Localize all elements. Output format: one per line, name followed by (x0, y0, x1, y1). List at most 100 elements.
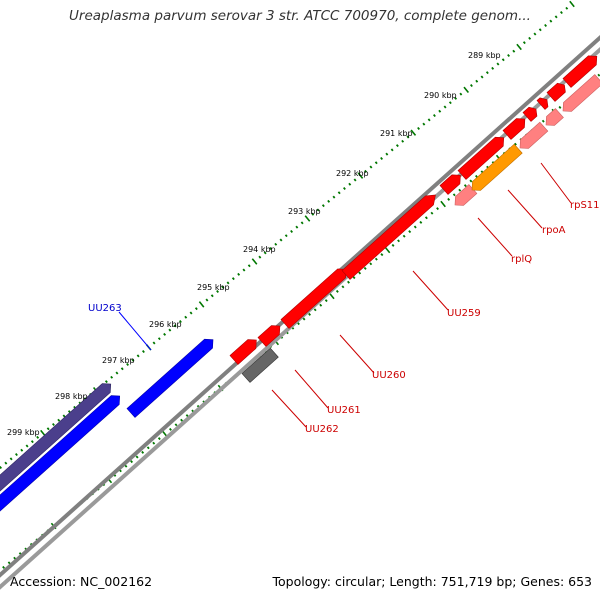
minor-tick (417, 126, 421, 130)
minor-tick (443, 105, 447, 109)
gene-block-fwd-f[interactable] (546, 81, 568, 102)
minor-tick (533, 32, 537, 36)
minor-tick (157, 337, 161, 341)
tick-label: 292 kbp (336, 169, 369, 178)
major-tick (463, 86, 470, 94)
minor-tick (374, 257, 378, 261)
minor-tick (347, 280, 350, 284)
gene-label-rplQ[interactable]: rplQ (511, 254, 532, 265)
minor-tick (341, 285, 345, 289)
minor-tick (597, 73, 600, 77)
minor-tick (4, 461, 8, 465)
minor-tick (374, 161, 378, 165)
minor-tick (358, 271, 362, 275)
minor-tick (135, 455, 139, 459)
gene-label-UU260[interactable]: UU260 (372, 370, 406, 381)
minor-tick (343, 187, 346, 190)
minor-tick (364, 169, 368, 173)
gene-label-UU263[interactable]: UU263 (88, 303, 122, 314)
major-tick (357, 172, 364, 179)
gene-label-UU259[interactable]: UU259 (447, 308, 481, 319)
gene-block-blue-long[interactable] (0, 392, 124, 517)
gene-block-UU261[interactable] (229, 336, 260, 365)
tick-label: 299 kbp (7, 428, 40, 437)
gene-block-rpoA[interactable] (468, 143, 523, 194)
minor-tick (512, 49, 516, 53)
minor-tick (427, 118, 431, 122)
minor-tick (319, 303, 323, 307)
gene-block-fwd-b[interactable] (457, 133, 508, 180)
gene-block-UU259[interactable] (341, 191, 439, 280)
gene-block-rev-f[interactable] (559, 74, 600, 116)
leader-UU262 (271, 389, 307, 428)
gene-label-UU262[interactable]: UU262 (305, 424, 339, 435)
minor-tick (447, 197, 451, 201)
minor-tick (391, 243, 395, 247)
minor-tick (380, 253, 384, 257)
minor-tick (397, 239, 400, 243)
minor-tick (522, 41, 526, 45)
gene-block-fwd-a[interactable] (439, 171, 464, 195)
gene-block-fwd-d[interactable] (522, 105, 540, 122)
tick-label: 296 kbp (149, 320, 182, 329)
major-tick (304, 215, 311, 222)
gene-block-fwd-g[interactable] (562, 52, 600, 88)
minor-tick (258, 255, 262, 259)
minor-tick (485, 71, 489, 75)
gene-block-UU262[interactable] (241, 347, 279, 383)
minor-tick (311, 212, 315, 216)
minor-tick (152, 341, 156, 345)
gene-label-rpS11[interactable]: rpS11 (570, 200, 600, 211)
minor-tick (385, 152, 389, 156)
minor-tick (302, 317, 306, 321)
minor-tick (0, 465, 3, 469)
gene-block-rpS11[interactable] (516, 121, 549, 152)
gene-block-fwd-c[interactable] (502, 115, 529, 140)
major-tick (251, 258, 258, 265)
minor-tick (458, 188, 462, 192)
minor-tick (321, 204, 325, 208)
gene-block-rplQ[interactable] (451, 184, 478, 210)
gene-block-fwd-e[interactable] (536, 95, 551, 110)
minor-tick (174, 423, 178, 427)
leader-UU259 (412, 270, 449, 311)
minor-tick (352, 276, 356, 280)
gene-label-rpoA[interactable]: rpoA (542, 225, 566, 236)
minor-tick (173, 324, 177, 328)
minor-tick (110, 375, 114, 379)
gene-block-UU260[interactable] (280, 265, 350, 329)
minor-tick (9, 457, 13, 461)
minor-tick (541, 119, 545, 123)
major-tick (569, 0, 575, 8)
minor-tick (194, 307, 198, 311)
minor-tick (2, 565, 5, 569)
minor-tick (52, 423, 55, 426)
gene-block-UU263[interactable] (126, 335, 217, 418)
tick-label: 293 kbp (288, 207, 321, 216)
minor-tick (514, 142, 517, 146)
minor-tick (124, 464, 128, 468)
leader-rplQ (477, 217, 513, 257)
gene-block-UU261b[interactable] (257, 322, 284, 347)
minor-tick (300, 221, 304, 225)
minor-tick (459, 92, 463, 96)
minor-tick (438, 109, 442, 113)
minor-tick (242, 268, 246, 272)
minor-tick (408, 230, 412, 234)
minor-tick (14, 453, 18, 457)
gene-block-dark-blue[interactable] (0, 380, 115, 497)
minor-tick (30, 440, 34, 444)
minor-tick (279, 238, 283, 242)
minor-tick (432, 114, 436, 118)
minor-tick (316, 208, 320, 212)
minor-tick (559, 11, 563, 15)
minor-tick (152, 441, 156, 445)
gene-label-UU261[interactable]: UU261 (327, 405, 361, 416)
leader-UU263 (118, 311, 152, 351)
minor-tick (221, 285, 225, 289)
minor-tick (337, 191, 341, 195)
blue-genes (0, 335, 217, 517)
gene-block-rev-e[interactable] (542, 108, 564, 130)
minor-tick (469, 84, 473, 88)
